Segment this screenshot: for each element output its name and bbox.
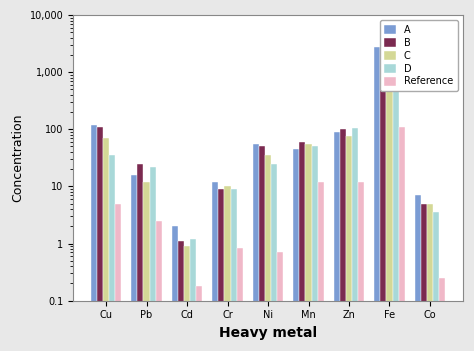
Bar — [399, 127, 405, 351]
Bar — [137, 164, 144, 351]
Bar — [97, 127, 103, 351]
Bar — [352, 128, 358, 351]
Bar — [212, 182, 219, 351]
Bar — [230, 189, 237, 351]
Bar — [91, 125, 97, 351]
Bar — [109, 155, 115, 351]
Bar — [265, 155, 271, 351]
Bar — [172, 226, 178, 351]
Bar — [305, 144, 311, 351]
Bar — [340, 129, 346, 351]
Bar — [237, 247, 243, 351]
Bar — [277, 252, 283, 351]
Bar — [184, 246, 190, 351]
Bar — [346, 137, 352, 351]
Bar — [293, 149, 300, 351]
Bar — [433, 212, 439, 351]
Bar — [178, 241, 184, 351]
Bar — [439, 278, 445, 351]
Bar — [131, 175, 137, 351]
Bar — [103, 138, 109, 351]
Bar — [380, 44, 386, 351]
Bar — [421, 204, 427, 351]
Bar — [311, 146, 318, 351]
Bar — [374, 47, 380, 351]
Bar — [386, 71, 392, 351]
Legend: A, B, C, D, Reference: A, B, C, D, Reference — [380, 20, 458, 91]
Bar — [415, 195, 421, 351]
X-axis label: Heavy metal: Heavy metal — [219, 326, 317, 340]
Bar — [427, 204, 433, 351]
Bar — [259, 146, 265, 351]
Bar — [392, 51, 399, 351]
Y-axis label: Concentration: Concentration — [11, 114, 24, 202]
Bar — [271, 164, 277, 351]
Bar — [225, 186, 230, 351]
Bar — [115, 204, 121, 351]
Bar — [334, 132, 340, 351]
Bar — [300, 142, 305, 351]
Bar — [150, 167, 155, 351]
Bar — [196, 286, 202, 351]
Bar — [219, 189, 225, 351]
Bar — [318, 182, 324, 351]
Bar — [190, 239, 196, 351]
Bar — [155, 221, 162, 351]
Bar — [253, 144, 259, 351]
Bar — [358, 182, 364, 351]
Bar — [144, 182, 150, 351]
